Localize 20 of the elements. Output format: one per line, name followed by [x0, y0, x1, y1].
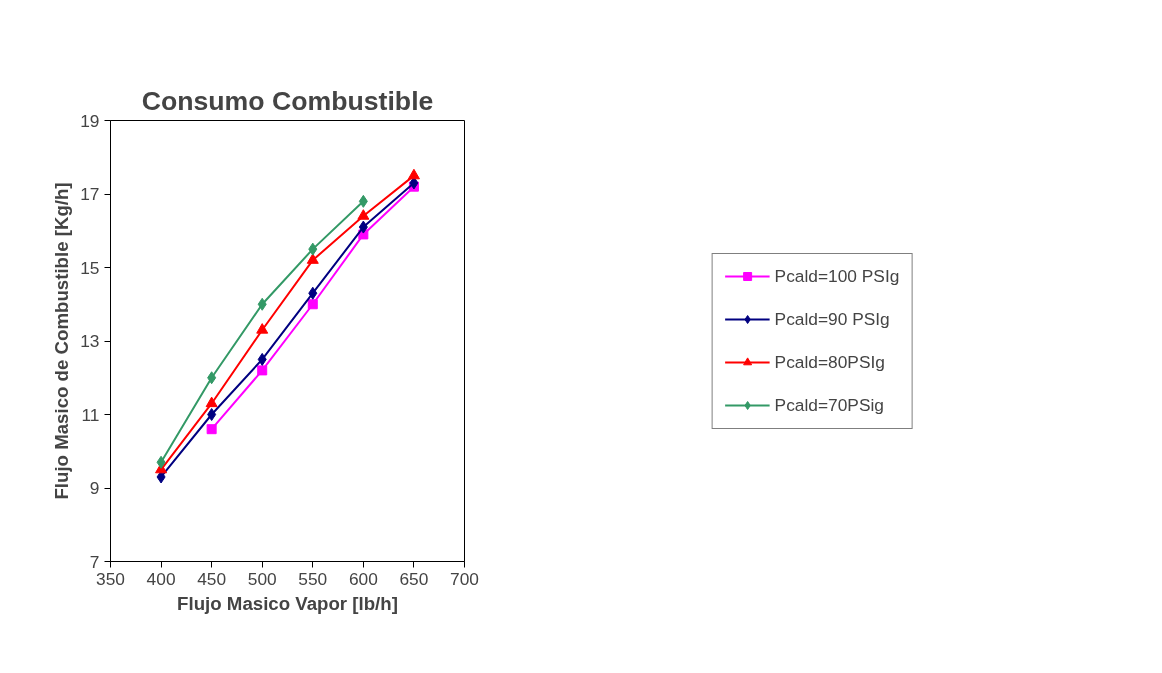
legend-label: Pcald=80PSIg	[774, 351, 885, 373]
x-tick-label: 700	[450, 568, 479, 589]
chart-title: Consumo Combustible	[141, 85, 434, 116]
y-tick-label: 15	[80, 257, 100, 278]
y-tick-label: 9	[89, 478, 100, 498]
legend-label: Pcald=90 PSIg	[774, 308, 890, 330]
x-tick-label: 650	[399, 568, 429, 589]
x-axis-title: Flujo Masico Vapor [lb/h]	[177, 592, 398, 614]
legend-label: Pcald=70PSig	[774, 394, 884, 416]
x-tick-label: 550	[298, 568, 328, 589]
legend-label: Pcald=100 PSIg	[774, 265, 900, 287]
x-tick-label: 600	[348, 568, 378, 589]
y-tick-label: 17	[80, 184, 100, 204]
y-tick-label: 11	[81, 404, 100, 425]
y-axis-title: Flujo Masico de Combustible [Kg/h]	[51, 182, 73, 500]
y-tick-label: 19	[80, 110, 100, 131]
x-tick-label: 450	[197, 568, 227, 589]
x-tick-label: 400	[146, 568, 176, 589]
x-tick-label: 500	[247, 568, 277, 589]
y-tick-label: 13	[80, 331, 100, 351]
